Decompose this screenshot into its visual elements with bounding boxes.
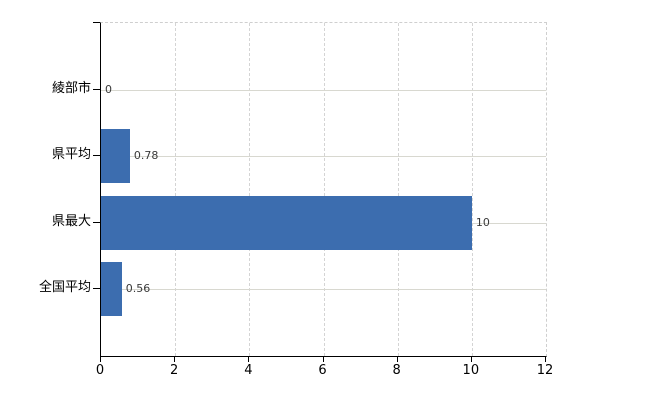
bar (101, 262, 122, 317)
value-label: 10 (475, 215, 490, 229)
y-axis-tick-mark (93, 221, 100, 223)
gridline-horizontal (101, 89, 546, 91)
gridline-vertical (249, 23, 251, 356)
x-axis-tick-label: 8 (392, 363, 401, 378)
x-axis-tick-mark (174, 356, 176, 362)
category-label: 県最大 (51, 213, 91, 229)
x-axis-tick-label: 0 (95, 363, 105, 378)
x-axis-tick-mark (396, 356, 398, 362)
x-axis-tick-label: 4 (244, 363, 253, 378)
x-axis-tick-label: 12 (536, 363, 554, 378)
value-label: 0.78 (133, 149, 159, 163)
bar (101, 129, 130, 184)
x-axis-tick-mark (470, 356, 472, 362)
x-axis-tick-mark (248, 356, 250, 362)
category-label: 県平均 (51, 147, 91, 163)
gridline-horizontal (101, 156, 546, 158)
gridline-vertical (175, 23, 177, 356)
category-label: 綾部市 (51, 80, 91, 96)
y-axis-tick-mark (93, 288, 100, 290)
x-axis-tick-mark (100, 356, 101, 362)
y-axis-tick-mark (93, 155, 100, 157)
gridline-horizontal (101, 289, 546, 291)
x-axis-tick-mark (545, 356, 546, 362)
x-axis-tick-mark (322, 356, 324, 362)
value-label: 0 (105, 82, 112, 96)
bar (101, 195, 472, 250)
gridline-vertical (471, 23, 473, 356)
x-axis-tick-label: 6 (318, 363, 327, 378)
x-axis-tick-label: 2 (170, 363, 179, 378)
gridline-vertical (323, 23, 325, 356)
y-axis-tick-mark (93, 88, 100, 90)
gridline-vertical (397, 23, 399, 356)
value-label: 0.56 (125, 282, 151, 296)
y-axis-top-tick-mark (93, 22, 100, 23)
plot-area: 0 0.78 10 0.56 (100, 22, 547, 357)
x-axis-tick-label: 10 (462, 363, 480, 378)
category-label: 全国平均 (38, 280, 91, 296)
